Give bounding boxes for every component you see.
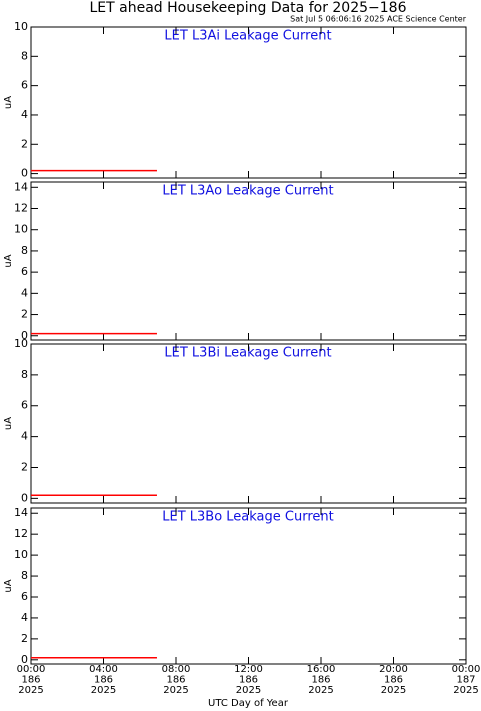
x-tick-label: 2025 [18,685,43,696]
y-tick-label: 0 [21,653,28,666]
x-tick-label: 2025 [163,685,188,696]
y-tick-label: 6 [21,265,28,278]
y-tick-label: 2 [21,137,28,150]
y-tick-label: 10 [14,20,28,33]
y-tick-label: 4 [21,108,28,121]
y-tick-label: 14 [14,180,28,193]
x-tick-label: 186 [94,675,113,686]
x-tick-label: 186 [166,675,185,686]
y-tick-label: 10 [14,548,28,561]
page-subtitle: Sat Jul 5 06:06:16 2025 ACE Science Cent… [290,15,467,24]
x-tick-label: 00:00 [452,664,481,675]
y-tick-label: 8 [21,368,28,381]
panel-title: LET L3Ai Leakage Current [164,29,331,44]
y-axis-label: uA [3,96,14,109]
y-tick-label: 4 [21,286,28,299]
plot-frame [30,26,467,179]
plot-frame [30,343,467,504]
x-tick-label: 186 [21,675,40,686]
y-tick-label: 12 [14,202,28,215]
x-tick-label: 08:00 [162,664,191,675]
y-tick-label: 4 [21,611,28,624]
y-tick-label: 2 [21,308,28,321]
x-tick-label: 00:00 [17,664,46,675]
x-tick-label: 12:00 [234,664,263,675]
plot-frame [30,181,467,341]
y-tick-label: 12 [14,527,28,540]
x-tick-label: 2025 [453,685,478,696]
page-title: LET ahead Housekeeping Data for 2025−186 [90,0,407,16]
y-tick-label: 6 [21,79,28,92]
x-tick-label: 186 [384,675,403,686]
x-tick-label: 20:00 [379,664,408,675]
x-tick-label: 2025 [236,685,261,696]
y-tick-label: 0 [21,491,28,504]
x-tick-label: 04:00 [89,664,118,675]
y-tick-label: 2 [21,632,28,645]
y-tick-label: 8 [21,569,28,582]
x-axis-label: UTC Day of Year [208,698,289,709]
x-tick-label: 2025 [91,685,116,696]
y-tick-label: 6 [21,590,28,603]
y-tick-label: 6 [21,399,28,412]
x-tick-label: 16:00 [307,664,336,675]
panel-title: LET L3Bi Leakage Current [164,346,331,361]
y-tick-label: 0 [21,167,28,180]
y-tick-label: 4 [21,430,28,443]
y-tick-label: 0 [21,329,28,342]
panel-title: LET L3Bo Leakage Current [162,510,334,525]
x-tick-label: 186 [239,675,258,686]
y-tick-label: 10 [14,337,28,350]
x-tick-label: 187 [456,675,475,686]
y-tick-label: 2 [21,460,28,473]
y-tick-label: 8 [21,49,28,62]
y-axis-label: uA [3,254,14,267]
y-tick-label: 14 [14,506,28,519]
panel-title: LET L3Ao Leakage Current [162,184,333,199]
y-axis-label: uA [3,579,14,592]
x-tick-label: 2025 [381,685,406,696]
y-tick-label: 8 [21,244,28,257]
y-axis-label: uA [3,417,14,430]
plot-frame [30,507,467,665]
x-tick-label: 2025 [308,685,333,696]
x-tick-label: 186 [311,675,330,686]
y-tick-label: 10 [14,223,28,236]
